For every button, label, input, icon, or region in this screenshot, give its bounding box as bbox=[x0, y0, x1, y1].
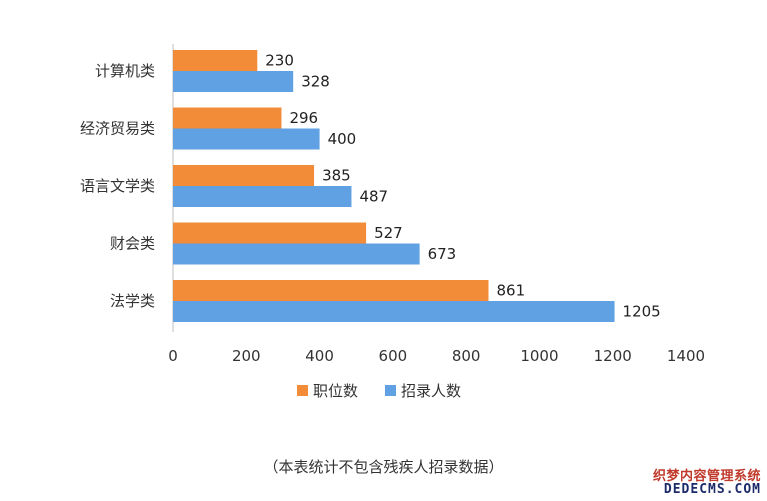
legend-swatch-0 bbox=[297, 385, 308, 396]
data-label-positions-0: 230 bbox=[265, 52, 294, 70]
bar-hires-2 bbox=[173, 186, 352, 207]
data-label-positions-2: 385 bbox=[322, 167, 351, 185]
legend-swatch-1 bbox=[385, 385, 396, 396]
data-label-hires-0: 328 bbox=[301, 73, 330, 91]
bar-positions-0 bbox=[173, 50, 258, 71]
data-label-positions-4: 861 bbox=[496, 282, 525, 300]
x-tick-800: 800 bbox=[452, 347, 481, 365]
category-label-2: 语言文学类 bbox=[80, 177, 155, 195]
x-tick-0: 0 bbox=[168, 347, 178, 365]
watermark-cn: 织梦内容管理系统 bbox=[652, 468, 761, 484]
category-label-0: 计算机类 bbox=[95, 62, 155, 80]
data-label-hires-2: 487 bbox=[359, 188, 388, 206]
data-label-hires-4: 1205 bbox=[623, 303, 661, 321]
x-tick-labels: 0 200 400 600 800 1000 1200 1400 bbox=[168, 347, 705, 365]
x-tick-1200: 1200 bbox=[594, 347, 632, 365]
bar-hires-4 bbox=[173, 301, 615, 322]
legend-label-0: 职位数 bbox=[313, 382, 358, 400]
footnote: （本表统计不包含残疾人招录数据） bbox=[263, 458, 504, 476]
bar-positions-2 bbox=[173, 165, 315, 186]
x-tick-600: 600 bbox=[379, 347, 408, 365]
data-label-hires-3: 673 bbox=[428, 245, 457, 263]
bars-layer: 230 328 296 400 385 487 527 673 861 1205 bbox=[173, 50, 661, 322]
category-label-3: 财会类 bbox=[110, 235, 155, 253]
category-label-4: 法学类 bbox=[110, 292, 155, 310]
category-label-1: 经济贸易类 bbox=[80, 120, 155, 138]
bar-hires-1 bbox=[173, 128, 320, 150]
bar-hires-3 bbox=[173, 243, 420, 265]
x-tick-1000: 1000 bbox=[520, 347, 558, 365]
x-tick-200: 200 bbox=[232, 347, 261, 365]
data-label-positions-3: 527 bbox=[374, 224, 403, 242]
bar-hires-0 bbox=[173, 71, 294, 92]
watermark-logo: 织梦内容管理系统 DEDECMS.COM bbox=[653, 470, 761, 497]
bar-positions-4 bbox=[173, 280, 489, 301]
bar-positions-1 bbox=[173, 107, 282, 129]
data-label-positions-1: 296 bbox=[289, 109, 318, 127]
data-label-hires-1: 400 bbox=[328, 130, 357, 148]
x-tick-400: 400 bbox=[305, 347, 334, 365]
x-tick-1400: 1400 bbox=[667, 347, 705, 365]
legend-label-1: 招录人数 bbox=[401, 382, 461, 400]
legend: 职位数 招录人数 bbox=[297, 382, 461, 400]
bar-positions-3 bbox=[173, 222, 367, 244]
watermark-en: DEDECMS.COM bbox=[663, 482, 761, 498]
